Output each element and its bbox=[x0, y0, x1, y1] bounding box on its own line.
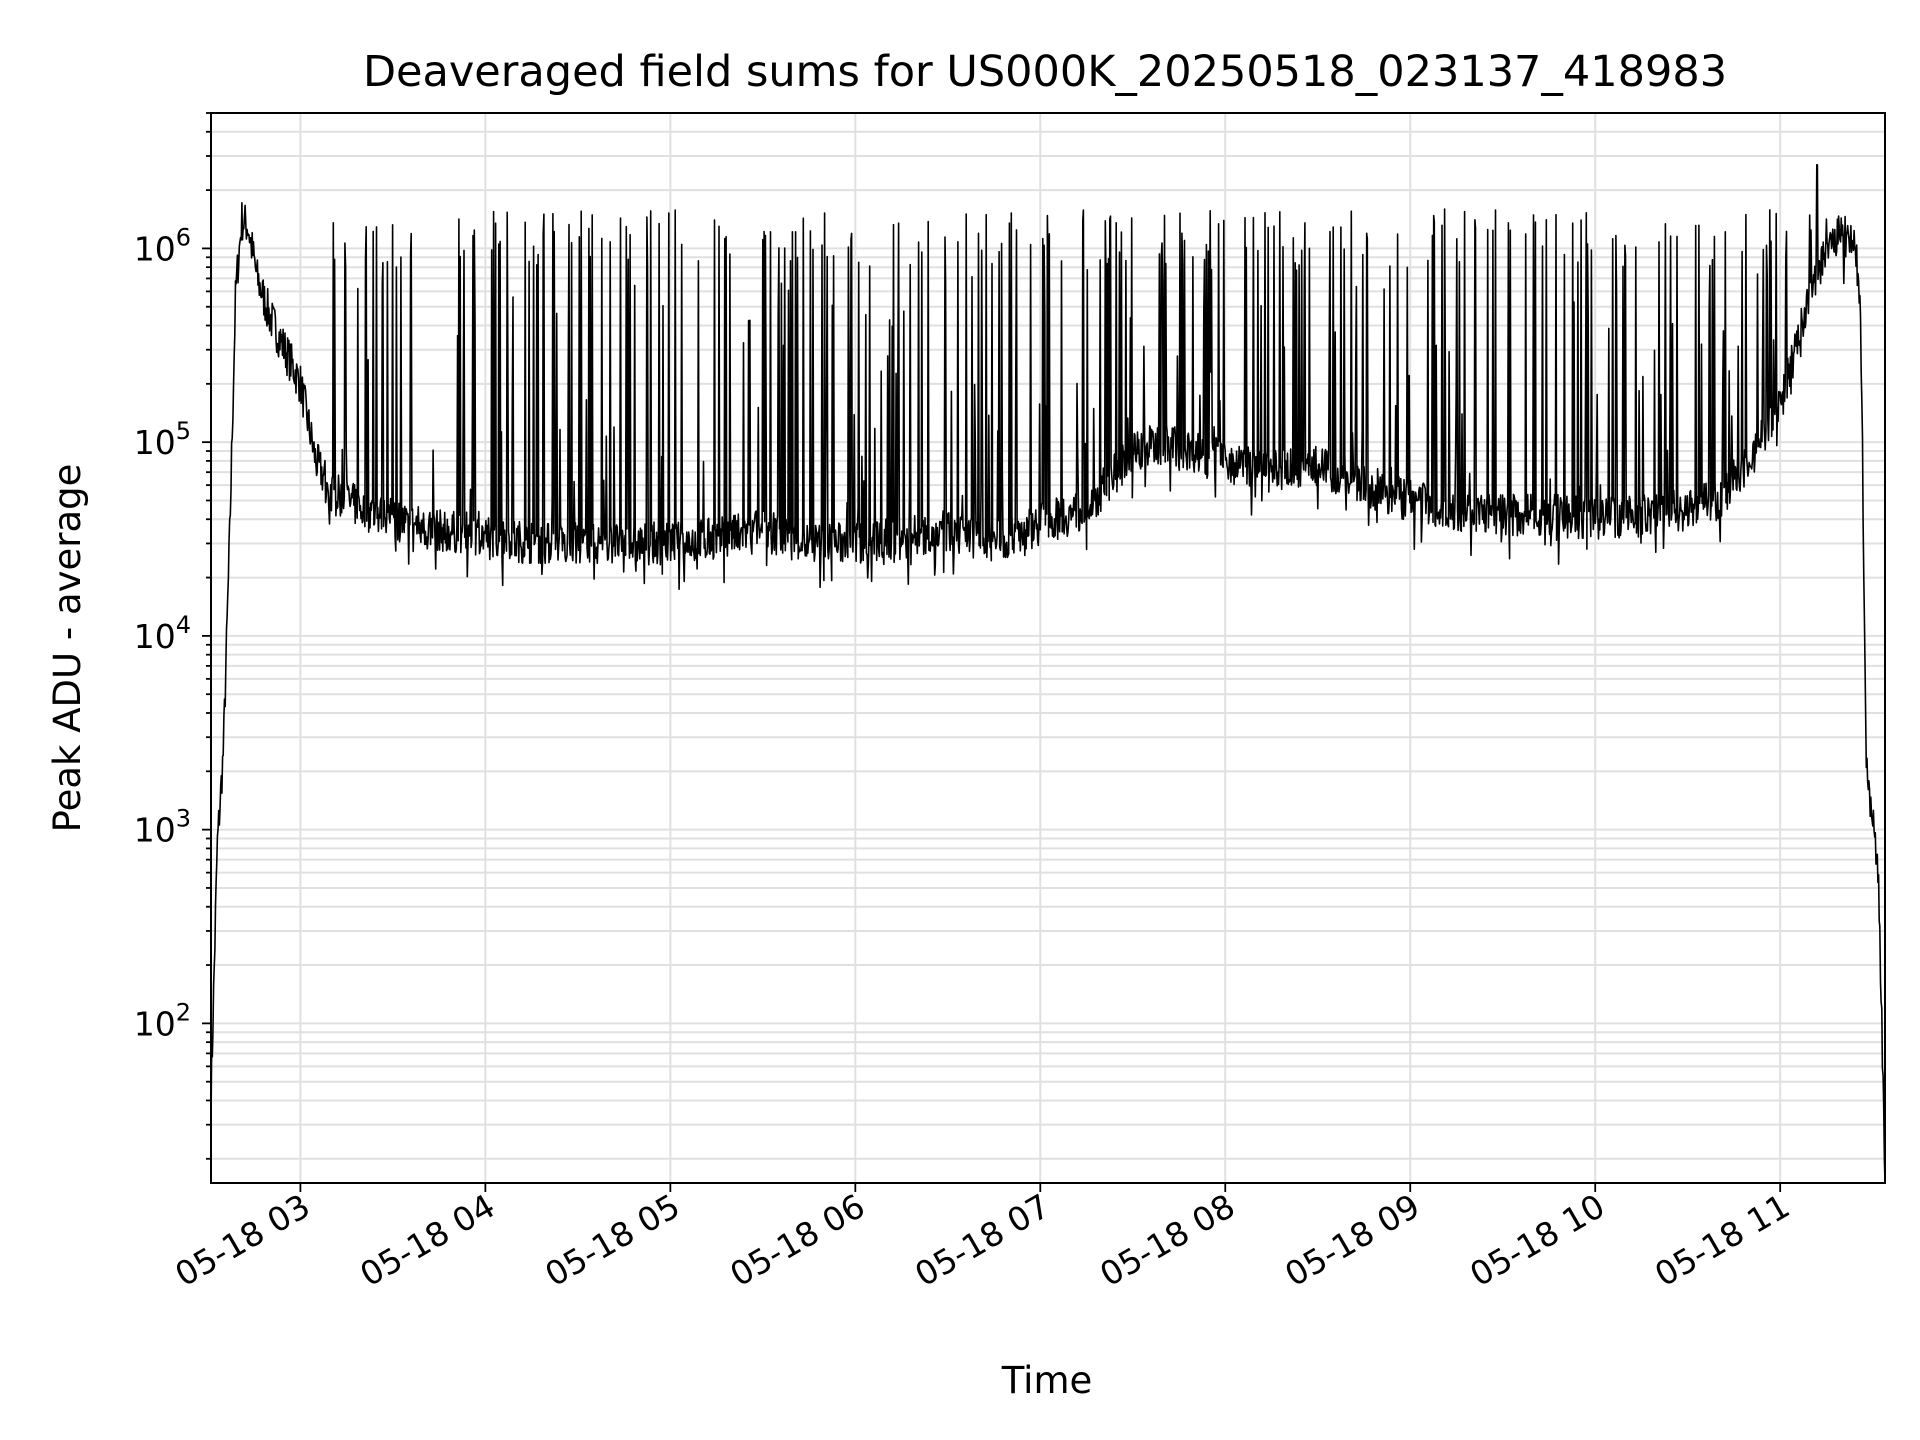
chart-title: Deaveraged field sums for US000K_2025051… bbox=[363, 47, 1727, 97]
x-tick-label: 05-18 06 bbox=[723, 1186, 871, 1294]
y-tick-label: 105 bbox=[134, 417, 191, 462]
y-axis-label: Peak ADU - average bbox=[46, 464, 89, 833]
x-tick-label: 05-18 08 bbox=[1093, 1186, 1241, 1294]
grid bbox=[211, 112, 1885, 1183]
x-tick-label: 05-18 05 bbox=[538, 1186, 686, 1294]
x-tick-label: 05-18 07 bbox=[908, 1186, 1056, 1294]
x-tick-label: 05-18 10 bbox=[1463, 1186, 1611, 1294]
y-tick-label: 106 bbox=[134, 223, 191, 268]
data-series bbox=[210, 164, 1886, 1184]
x-axis-label: Time bbox=[1001, 1359, 1093, 1402]
plot-frame bbox=[210, 112, 1886, 1184]
y-axis: 102 103 104 105 106 bbox=[134, 112, 211, 1160]
x-tick-label: 05-18 04 bbox=[353, 1186, 501, 1294]
series-line bbox=[210, 164, 1886, 1184]
x-tick-label: 05-18 11 bbox=[1648, 1186, 1796, 1294]
y-tick-label: 102 bbox=[134, 998, 191, 1043]
x-axis: 05-18 03 05-18 04 05-18 05 05-18 06 05-18 07… bbox=[168, 1183, 1796, 1294]
y-tick-label: 103 bbox=[134, 805, 191, 850]
y-tick-label: 104 bbox=[134, 611, 191, 656]
x-tick-label: 05-18 09 bbox=[1278, 1186, 1426, 1294]
x-tick-label: 05-18 03 bbox=[168, 1186, 316, 1294]
